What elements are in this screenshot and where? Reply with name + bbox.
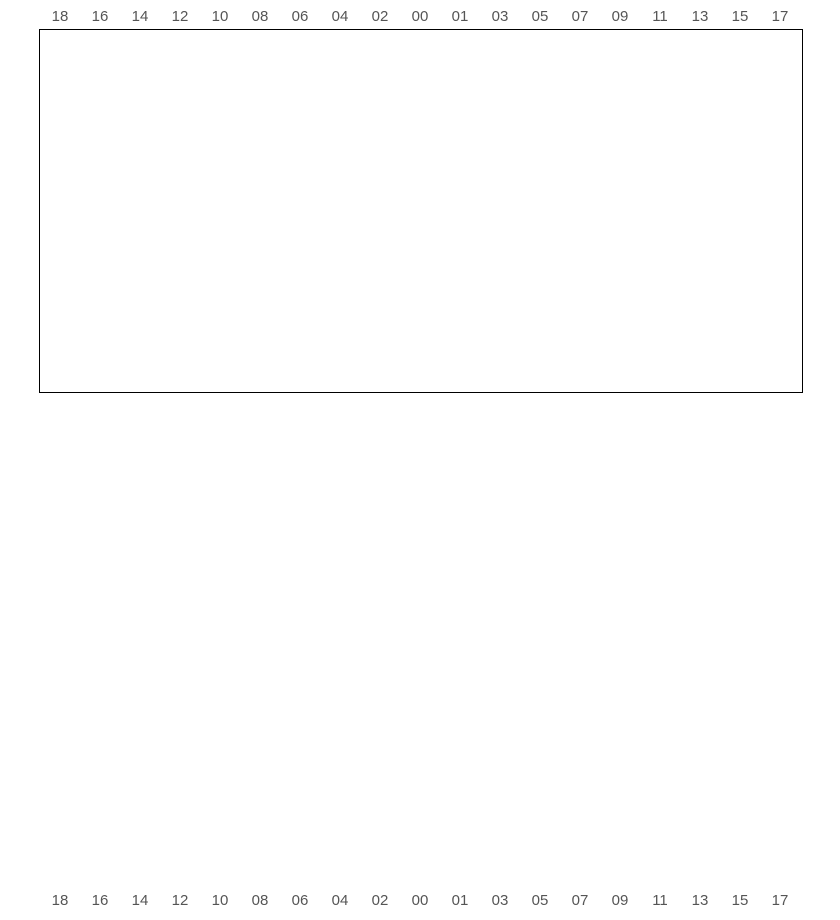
col-label-bottom-13: 13 [680,892,720,909]
col-label-top-18: 18 [40,8,80,25]
col-label-top-13: 13 [680,8,720,25]
col-label-bottom-07: 07 [560,892,600,909]
col-label-bottom-18: 18 [40,892,80,909]
col-label-bottom-06: 06 [280,892,320,909]
col-label-bottom-11: 11 [640,892,680,909]
col-label-top-17: 17 [760,8,800,25]
col-label-top-11: 11 [640,8,680,25]
col-label-bottom-15: 15 [720,892,760,909]
col-label-top-07: 07 [560,8,600,25]
col-label-bottom-12: 12 [160,892,200,909]
col-label-bottom-17: 17 [760,892,800,909]
rack-layout: 1816141210080604020001030507091113151718… [0,0,840,920]
grid-frame-upper [39,29,803,393]
col-label-bottom-02: 02 [360,892,400,909]
col-label-top-10: 10 [200,8,240,25]
col-label-top-06: 06 [280,8,320,25]
col-label-bottom-05: 05 [520,892,560,909]
col-label-top-08: 08 [240,8,280,25]
col-label-top-04: 04 [320,8,360,25]
col-label-bottom-09: 09 [600,892,640,909]
col-label-top-02: 02 [360,8,400,25]
col-label-top-01: 01 [440,8,480,25]
col-label-top-09: 09 [600,8,640,25]
col-label-bottom-08: 08 [240,892,280,909]
col-label-bottom-16: 16 [80,892,120,909]
col-label-top-05: 05 [520,8,560,25]
col-label-bottom-04: 04 [320,892,360,909]
col-label-top-00: 00 [400,8,440,25]
col-label-top-15: 15 [720,8,760,25]
col-label-bottom-01: 01 [440,892,480,909]
col-label-bottom-14: 14 [120,892,160,909]
col-label-bottom-10: 10 [200,892,240,909]
col-label-bottom-00: 00 [400,892,440,909]
col-label-top-14: 14 [120,8,160,25]
col-label-bottom-03: 03 [480,892,520,909]
col-label-top-03: 03 [480,8,520,25]
col-label-top-12: 12 [160,8,200,25]
col-label-top-16: 16 [80,8,120,25]
